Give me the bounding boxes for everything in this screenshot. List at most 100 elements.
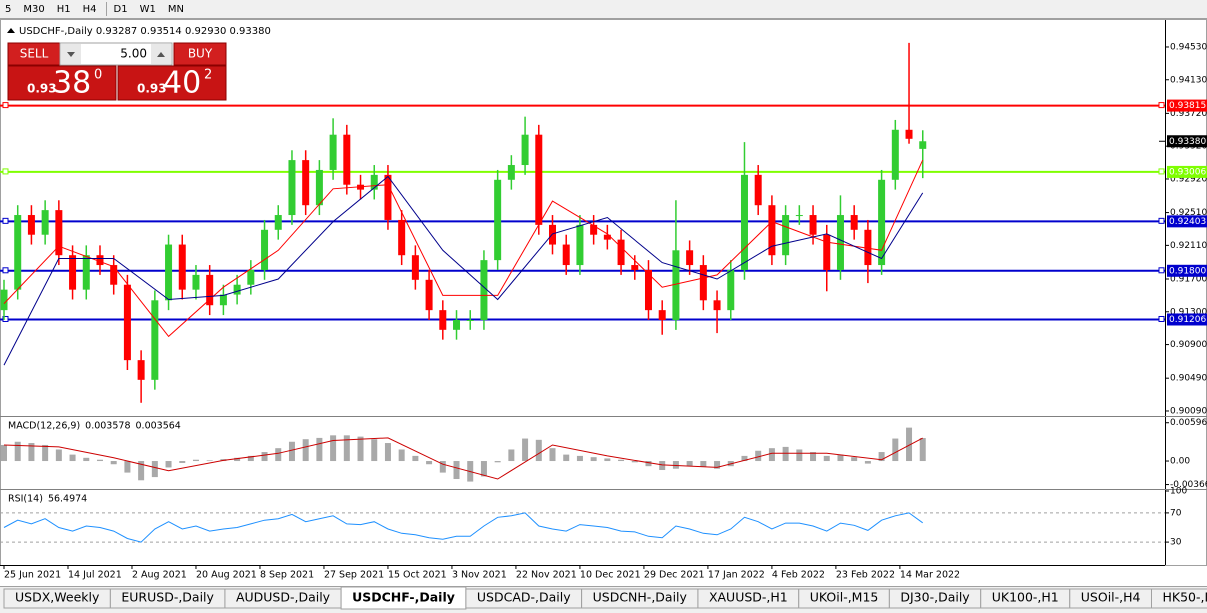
y-tick-label: 0.94130 <box>1170 75 1207 85</box>
level-tag <box>1167 165 1207 178</box>
candle-body <box>823 234 831 270</box>
macd-bar <box>288 441 295 462</box>
tab[interactable]: UK100-,H1 <box>980 588 1071 609</box>
candle-body <box>631 265 639 270</box>
macd-bar <box>69 454 76 462</box>
macd-bar <box>192 459 199 462</box>
tab[interactable]: USOil-,H4 <box>1069 588 1152 609</box>
y-tick-label: 0.92920 <box>1170 174 1207 184</box>
candle-body <box>891 129 899 180</box>
candle-body <box>562 244 570 266</box>
sell-label: SELL <box>20 47 49 61</box>
candle-body <box>850 215 858 230</box>
level-label: 0.91206 <box>1169 315 1206 325</box>
level-handle <box>2 315 9 322</box>
macd-bar <box>96 459 103 462</box>
candle-body <box>494 179 502 261</box>
candle-body <box>315 169 323 206</box>
sell-price-box[interactable] <box>7 65 117 101</box>
macd-bar <box>247 455 254 462</box>
tab[interactable]: XAUUSD-,H1 <box>697 588 800 609</box>
tab[interactable]: USDCAD-,Daily <box>465 588 583 609</box>
buy-button[interactable] <box>173 42 227 66</box>
toolbar <box>0 0 1207 18</box>
macd-bar <box>330 435 337 462</box>
tab[interactable]: EURUSD-,Daily <box>109 588 226 609</box>
candle-body <box>288 160 296 216</box>
macd-bar <box>549 448 556 462</box>
macd-bar <box>864 461 871 464</box>
tab[interactable]: USDX,Weekly <box>3 588 111 609</box>
volume-box[interactable] <box>59 42 173 66</box>
macd-bar <box>782 446 789 462</box>
buy-price-box[interactable] <box>117 65 227 101</box>
tab[interactable]: DJ30-,Daily <box>888 588 982 609</box>
candle-body <box>439 310 447 330</box>
timeframe-button[interactable]: H1 <box>57 4 71 15</box>
timeframe-button[interactable]: W1 <box>140 4 156 15</box>
timeframe-button[interactable]: MN <box>168 4 184 15</box>
level-tag <box>1167 313 1207 326</box>
candle-body <box>329 134 337 170</box>
tab[interactable]: USDCHF-,Daily <box>340 586 467 610</box>
level-tag <box>1167 264 1207 277</box>
macd-bar <box>439 461 446 473</box>
y-tick-label: 0.005963 <box>1170 418 1207 428</box>
candle-body <box>137 360 145 380</box>
macd-bar <box>755 450 762 462</box>
x-tick-label: 22 Nov 2021 <box>516 570 577 581</box>
macd-bar <box>508 449 515 462</box>
tab[interactable]: USDCNH-,Daily <box>581 588 699 609</box>
macd-bar <box>275 448 282 462</box>
tab-label: EURUSD-,Daily <box>121 590 214 605</box>
timeframe-button[interactable]: D1 <box>114 4 128 15</box>
candle-body <box>754 174 762 206</box>
macd-bar <box>165 461 172 468</box>
arrow-icon <box>67 52 75 57</box>
macd-bar <box>645 461 652 467</box>
buy-price-big: 0.93 <box>137 82 167 96</box>
candle-body <box>713 300 721 311</box>
candle-body <box>384 174 392 220</box>
tab[interactable]: HK50-,Daily <box>1150 588 1207 609</box>
tab[interactable]: UKOil-,M15 <box>798 588 890 609</box>
moving-average <box>3 175 924 366</box>
timeframe-button[interactable]: H4 <box>83 4 97 15</box>
candle-body <box>27 215 35 235</box>
collapse-icon[interactable] <box>7 28 15 33</box>
candle-body <box>727 269 735 311</box>
y-tick-label: 0.90490 <box>1170 374 1207 384</box>
macd-bar <box>714 461 721 469</box>
level-handle <box>1158 315 1165 322</box>
macd-bar <box>398 449 405 462</box>
candle-body <box>809 215 817 235</box>
macd-bar <box>42 444 49 462</box>
timeframe-button[interactable]: 5 <box>5 4 11 15</box>
candle-body <box>644 269 652 311</box>
macd-bar <box>453 461 460 480</box>
tab[interactable]: AUDUSD-,Daily <box>224 588 342 609</box>
candle-body <box>151 300 159 380</box>
macd-bar <box>576 455 583 462</box>
candle-body <box>370 174 378 190</box>
rsi-line <box>3 512 923 543</box>
macd-bar <box>823 455 830 462</box>
candle-body <box>165 244 173 301</box>
candle-body <box>521 134 529 166</box>
chart-title: USDCHF-,Daily 0.93287 0.93514 0.92930 0.… <box>19 26 271 37</box>
candle-body <box>41 210 49 235</box>
macd-bar <box>892 438 899 462</box>
candle-body <box>219 294 227 306</box>
candle-body <box>590 224 598 235</box>
candle-body <box>398 219 406 256</box>
timeframe-button[interactable]: M30 <box>23 4 44 15</box>
candle-body <box>123 284 131 361</box>
candle-body <box>233 284 241 295</box>
x-tick-label: 8 Sep 2021 <box>260 570 314 581</box>
moving-average <box>3 159 924 338</box>
signal-line <box>3 437 923 480</box>
y-tick-label: 0.94530 <box>1170 42 1207 52</box>
macd-bar <box>14 441 21 462</box>
